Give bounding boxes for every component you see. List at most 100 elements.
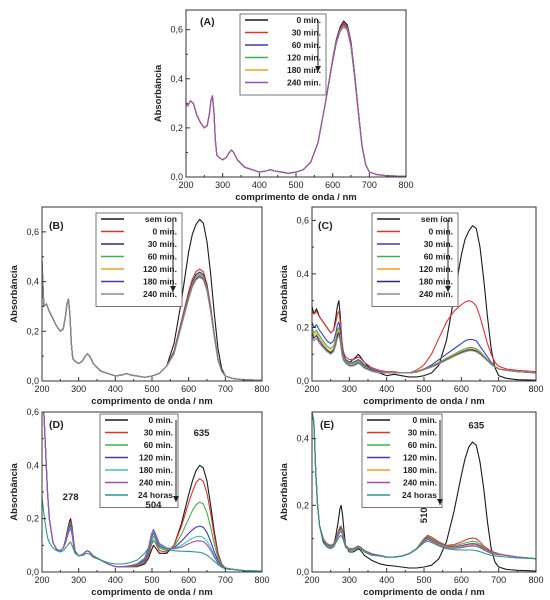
y-tick-label: 0,2	[296, 500, 309, 510]
series-line-1	[312, 300, 536, 374]
legend: 0 min. 30 min. 60 min. 120 min. 180 min. 240 …	[361, 413, 443, 508]
series-line-0	[312, 225, 536, 381]
x-tick-label: 400	[379, 384, 394, 394]
peak-annotation: 635	[194, 428, 211, 439]
x-tick-label: 600	[454, 575, 469, 585]
peak-annotation: 510	[419, 507, 430, 523]
legend-box	[99, 413, 179, 508]
legend-entry: 24 horas	[138, 490, 173, 500]
y-tick-label: 0,2	[170, 123, 183, 133]
y-tick-label: 0,6	[170, 25, 183, 35]
legend: sem íon 0 min. 30 min. 60 min. 120 min. 180 m…	[371, 212, 459, 307]
panel-label: (B)	[49, 220, 64, 232]
x-tick-label: 600	[181, 575, 196, 585]
legend-entry: 240 min.	[143, 289, 177, 299]
x-axis-label: comprimento de onda / nm	[235, 192, 356, 203]
x-tick-label: 300	[342, 384, 357, 394]
series-line-5	[42, 412, 262, 572]
panel-d: 200 300 400 500 600 700 800 0,0 0,2 0,4 0,6 comprim…	[9, 407, 270, 598]
legend: 0 min. 30 min. 60 min. 120 min. 180 min. 240 …	[99, 413, 179, 508]
legend-entry: sem íon	[421, 214, 453, 224]
x-tick-label: 600	[454, 384, 469, 394]
legend-box	[361, 413, 443, 508]
panel-label: (A)	[200, 16, 215, 28]
legend-entry: 180 min.	[139, 465, 173, 475]
legend-entry: 120 min.	[403, 453, 437, 463]
y-axis-label: Absorbância	[9, 463, 20, 521]
legend-entry: 60 min.	[292, 40, 321, 50]
x-tick-label: 800	[398, 180, 413, 190]
x-tick-label: 700	[491, 384, 506, 394]
x-tick-label: 700	[362, 180, 377, 190]
series-line-6	[312, 334, 536, 374]
series-line-6	[42, 497, 262, 572]
series-line-6	[312, 412, 536, 560]
y-tick-label: 0,2	[26, 514, 39, 524]
x-tick-label: 200	[34, 384, 49, 394]
series-group	[186, 20, 406, 177]
x-tick-label: 800	[528, 384, 543, 394]
panel-label: (E)	[320, 419, 334, 431]
x-tick-label: 700	[218, 384, 233, 394]
x-tick-label: 500	[416, 575, 431, 585]
y-tick-label: 0,0	[170, 172, 183, 182]
peak-annotation: 504	[146, 500, 163, 511]
legend: 0 min. 30 min. 60 min. 120 min. 180 min. 240 …	[239, 13, 327, 96]
peak-annotation: 635	[468, 421, 485, 432]
legend-entry: 120 min.	[287, 53, 321, 63]
y-tick-label: 0,2	[296, 322, 309, 332]
legend-entry: 60 min.	[148, 252, 177, 262]
legend-entry: 120 min.	[143, 264, 177, 274]
x-tick-label: 500	[144, 575, 159, 585]
legend-entry: 240 min.	[403, 478, 437, 488]
legend-entry: 60 min.	[144, 440, 173, 450]
x-axis-label: comprimento de onda / nm	[363, 587, 484, 598]
x-tick-label: 300	[342, 575, 357, 585]
legend-box	[95, 212, 183, 307]
y-tick-label: 0,4	[296, 269, 309, 279]
x-tick-label: 200	[34, 575, 49, 585]
x-tick-label: 400	[252, 180, 267, 190]
legend-entry: 30 min.	[408, 428, 437, 438]
x-tick-label: 500	[144, 384, 159, 394]
trend-arrow-head	[445, 286, 451, 292]
y-tick-label: 0,4	[26, 460, 39, 470]
legend-entry: 180 min.	[403, 465, 437, 475]
y-tick-label: 0,0	[26, 376, 39, 386]
y-tick-label: 0,4	[170, 74, 183, 84]
y-tick-label: 0,0	[26, 567, 39, 577]
panel-label: (C)	[318, 220, 333, 232]
series-line-4	[312, 329, 536, 374]
x-tick-label: 400	[379, 575, 394, 585]
series-line-6	[42, 261, 262, 381]
x-axis-label: comprimento de onda / nm	[363, 396, 484, 407]
series-line-5	[186, 26, 406, 177]
series-group	[42, 218, 262, 381]
x-tick-label: 400	[108, 575, 123, 585]
legend-entry: 60 min.	[424, 252, 453, 262]
legend-entry: sem íon	[145, 214, 177, 224]
x-axis-label: comprimento de onda / nm	[91, 396, 212, 407]
legend-entry: 0 min.	[148, 415, 173, 425]
panel-label: (D)	[49, 419, 64, 431]
x-tick-label: 700	[218, 575, 233, 585]
y-tick-label: 0,4	[296, 434, 309, 444]
legend-entry: 30 min.	[292, 28, 321, 38]
legend-entry: 30 min.	[144, 428, 173, 438]
y-tick-label: 0,0	[296, 376, 309, 386]
legend-entry: 120 min.	[139, 453, 173, 463]
legend-box	[371, 212, 459, 307]
trend-arrow-head	[170, 286, 176, 292]
panel-b: 200 300 400 500 600 700 800 0,0 0,2 0,4 0,6 comprim…	[9, 206, 270, 407]
x-axis-label: comprimento de onda / nm	[91, 587, 212, 598]
peak-annotation: 278	[63, 492, 79, 503]
legend-box	[239, 13, 327, 96]
x-tick-label: 600	[181, 384, 196, 394]
x-tick-label: 600	[325, 180, 340, 190]
legend-entry: 24 horas	[402, 490, 437, 500]
x-tick-label: 200	[178, 180, 193, 190]
legend: sem íon 0 min. 30 min. 60 min. 120 min. 180 m…	[95, 212, 183, 307]
x-tick-label: 200	[304, 384, 319, 394]
y-tick-label: 0,6	[26, 227, 39, 237]
